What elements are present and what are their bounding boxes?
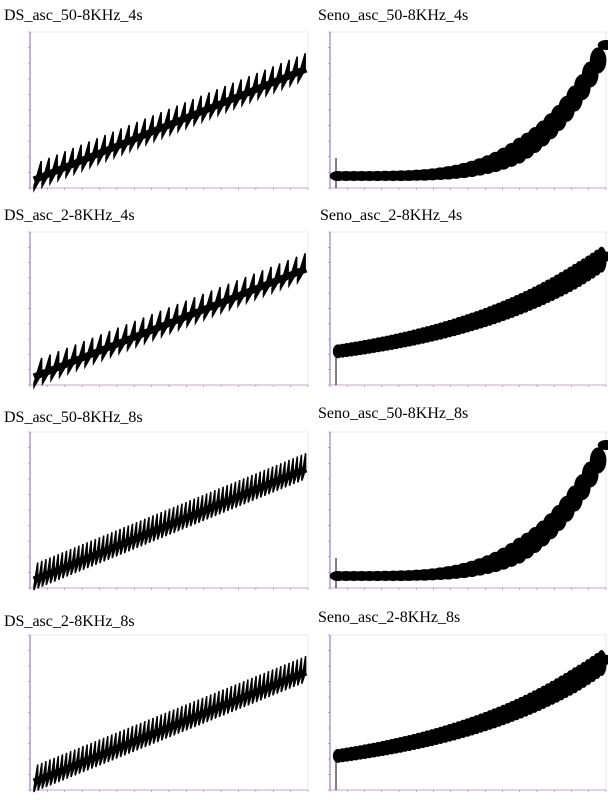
trace-core (32, 65, 308, 184)
panel-title: Seno_asc_2-8KHz_4s (320, 207, 462, 224)
panel-title: Seno_asc_50-8KHz_4s (318, 7, 468, 24)
trace-blob (589, 47, 607, 74)
trace-core (32, 465, 308, 584)
plot-area (329, 634, 607, 791)
panel-title: Seno_asc_50-8KHz_8s (318, 405, 468, 422)
panel-title: DS_asc_50-8KHz_8s (4, 409, 143, 426)
trace-blob (600, 251, 608, 262)
panel: Seno_asc_50-8KHz_8s (318, 405, 608, 590)
panel-title: DS_asc_2-8KHz_8s (4, 613, 135, 630)
panel: Seno_asc_50-8KHz_4s (318, 7, 608, 190)
panel: Seno_asc_2-8KHz_4s (320, 207, 608, 387)
panel-title: DS_asc_50-8KHz_4s (4, 7, 143, 24)
trace-blob (597, 40, 608, 50)
trace-blob (597, 440, 608, 450)
panel-title: Seno_asc_2-8KHz_8s (318, 609, 460, 626)
panel: Seno_asc_2-8KHz_8s (318, 609, 608, 792)
panel: DS_asc_2-8KHz_8s (4, 613, 309, 793)
trace-core (32, 668, 308, 786)
plot-area (329, 231, 607, 386)
trace-core (32, 265, 308, 381)
trace-blob (589, 447, 607, 474)
panel: DS_asc_50-8KHz_8s (4, 409, 309, 591)
panel: DS_asc_50-8KHz_4s (4, 7, 309, 193)
trace-blob (600, 654, 608, 665)
panel: DS_asc_2-8KHz_4s (4, 207, 309, 390)
panel-title: DS_asc_2-8KHz_4s (4, 207, 135, 224)
